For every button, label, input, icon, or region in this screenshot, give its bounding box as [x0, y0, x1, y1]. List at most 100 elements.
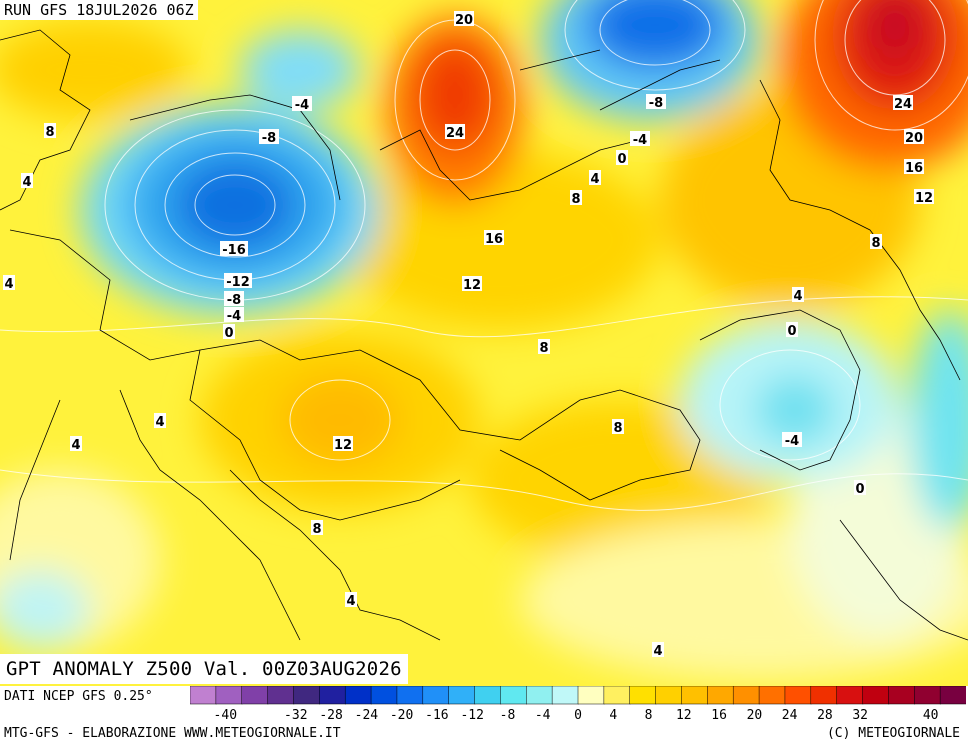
contour-label: 4	[21, 173, 33, 190]
legend-tick-label: -20	[390, 708, 413, 722]
contour-label: -4	[224, 307, 244, 324]
anomaly-field	[0, 0, 968, 680]
legend-swatch	[215, 686, 243, 705]
svg-text:24: 24	[446, 126, 464, 141]
legend-swatch	[370, 686, 398, 705]
anomaly-map: 2024-4-884-16-12-8-4041612812484-8-40482…	[0, 0, 968, 686]
legend-swatch	[603, 686, 631, 705]
legend-swatch	[810, 686, 838, 705]
legend-tick-label: 4	[609, 708, 617, 722]
contour-label: -4	[782, 432, 802, 449]
svg-text:8: 8	[613, 421, 622, 436]
legend-swatch	[784, 686, 812, 705]
svg-text:0: 0	[617, 152, 626, 167]
svg-text:16: 16	[485, 232, 503, 247]
legend-swatch	[241, 686, 269, 705]
svg-text:-4: -4	[633, 133, 647, 148]
contour-label: 8	[870, 234, 882, 251]
contour-label: -8	[259, 129, 279, 146]
contour-label: -4	[292, 96, 312, 113]
legend-tick-label: 0	[574, 708, 582, 722]
svg-text:20: 20	[905, 131, 923, 146]
svg-text:4: 4	[793, 289, 802, 304]
legend-swatch	[319, 686, 346, 705]
legend-swatch	[293, 686, 321, 705]
contour-label: 4	[3, 275, 15, 292]
credit-right: (C) METEOGIORNALE	[826, 726, 960, 741]
svg-text:-16: -16	[222, 243, 246, 258]
legend-tick-label: 24	[782, 708, 798, 722]
color-legend: -40 -32 -28 -24 -20 -16 -12 -8 -4 0 4 8 12 16 20 24 28 32…	[190, 686, 966, 722]
legend-tick-label: -24	[355, 708, 379, 722]
legend-swatch	[681, 686, 709, 705]
contour-label: 8	[570, 190, 582, 207]
contour-label: 4	[154, 413, 166, 430]
svg-text:8: 8	[539, 341, 548, 356]
legend-tick-label: 8	[645, 708, 653, 722]
svg-text:-8: -8	[227, 293, 241, 308]
legend-tick-label: -16	[425, 708, 448, 722]
svg-text:4: 4	[155, 415, 164, 430]
contour-lines	[0, 0, 968, 511]
contour-label: 4	[345, 592, 357, 609]
svg-text:16: 16	[905, 161, 923, 176]
legend-tick-label: 32	[852, 708, 868, 722]
legend-swatch	[914, 686, 941, 705]
legend-swatch	[629, 686, 657, 705]
legend-tick-label: -40	[214, 708, 237, 722]
svg-text:4: 4	[346, 594, 355, 609]
contour-label: 8	[612, 419, 624, 436]
contour-label: 16	[484, 230, 504, 247]
contour-labels: 2024-4-884-16-12-8-4041612812484-8-40482…	[3, 11, 934, 659]
data-source-label: DATI NCEP GFS 0.25°	[4, 689, 153, 704]
legend-tick-label: 28	[817, 708, 833, 722]
contour-label: 4	[589, 170, 601, 187]
legend-swatch	[422, 686, 450, 705]
contour-label: 20	[904, 129, 924, 146]
svg-text:8: 8	[312, 522, 321, 537]
svg-text:4: 4	[71, 438, 80, 453]
contour-label: 0	[786, 322, 798, 339]
legend-tick-label: -12	[460, 708, 483, 722]
svg-text:12: 12	[334, 438, 352, 453]
contour-label: -8	[224, 291, 244, 308]
svg-text:12: 12	[915, 191, 933, 206]
svg-text:-8: -8	[262, 131, 276, 146]
svg-text:4: 4	[22, 175, 31, 190]
legend-swatch	[732, 686, 760, 705]
svg-text:0: 0	[224, 326, 233, 341]
contour-label: 4	[70, 436, 82, 453]
contour-label: 12	[914, 189, 934, 206]
contour-label: 12	[462, 276, 482, 293]
legend-swatch	[396, 686, 424, 705]
contour-label: -4	[630, 131, 650, 148]
legend-swatch	[888, 686, 916, 705]
contour-label: -8	[646, 94, 666, 111]
legend-swatch	[862, 686, 890, 705]
legend-swatch	[551, 686, 579, 705]
svg-text:-8: -8	[649, 96, 663, 111]
legend-swatch	[707, 686, 734, 705]
svg-text:-4: -4	[295, 98, 309, 113]
legend-tick-label: -28	[319, 708, 342, 722]
contour-label: -12	[224, 273, 252, 290]
contour-label: 24	[445, 124, 465, 141]
legend-swatch	[344, 686, 372, 705]
contour-label: 0	[854, 480, 866, 497]
contour-label: 8	[538, 339, 550, 356]
legend-tick-label: 12	[676, 708, 692, 722]
credit-left: MTG-GFS - ELABORAZIONE WWW.METEOGIORNALE…	[4, 726, 341, 741]
legend-swatch	[500, 686, 528, 705]
legend-swatch	[526, 686, 553, 705]
legend-swatch	[577, 686, 605, 705]
contour-label: 8	[44, 123, 56, 140]
contour-label: 0	[223, 324, 235, 341]
svg-text:0: 0	[787, 324, 796, 339]
svg-text:4: 4	[653, 644, 662, 659]
legend-tick-label: 20	[747, 708, 763, 722]
contour-label: 0	[616, 150, 628, 167]
svg-text:8: 8	[571, 192, 580, 207]
contour-label: 16	[904, 159, 924, 176]
svg-text:4: 4	[590, 172, 599, 187]
svg-text:24: 24	[894, 97, 912, 112]
